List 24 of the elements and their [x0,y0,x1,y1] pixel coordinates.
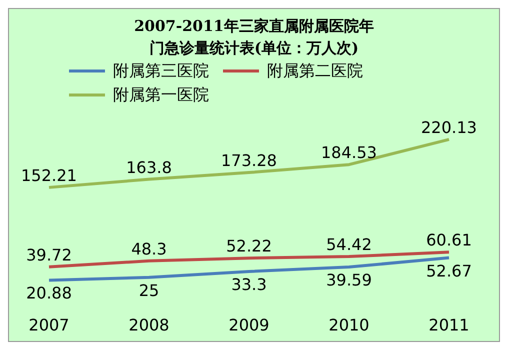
data-label: 184.53 [321,143,377,162]
data-label: 39.59 [326,270,372,290]
legend-label: 附属第二医院 [267,60,363,82]
chart-title: 2007-2011年三家直属附属医院年门急诊量统计表(单位：万人次) [133,16,375,59]
data-label: 33.3 [231,274,267,294]
data-label: 220.13 [421,118,477,137]
legend-label: 附属第三医院 [113,60,209,82]
x-tick-label: 2008 [128,315,170,334]
data-label: 52.22 [226,236,272,256]
data-label: 25 [138,280,160,300]
data-label: 48.3 [131,239,167,258]
x-tick-label: 2009 [228,315,270,334]
data-label: 60.61 [426,230,472,250]
data-label: 152.21 [21,166,77,185]
legend-label: 附属第一医院 [113,84,209,106]
x-tick-label: 2007 [28,315,70,334]
data-label: 39.72 [26,245,72,264]
data-label: 54.42 [326,235,372,254]
data-label: 163.8 [126,158,172,177]
x-tick-label: 2011 [428,315,470,334]
x-tick-label: 2010 [328,315,370,334]
data-label: 173.28 [221,151,277,170]
data-label: 52.67 [426,261,472,280]
data-label: 20.88 [26,284,72,303]
